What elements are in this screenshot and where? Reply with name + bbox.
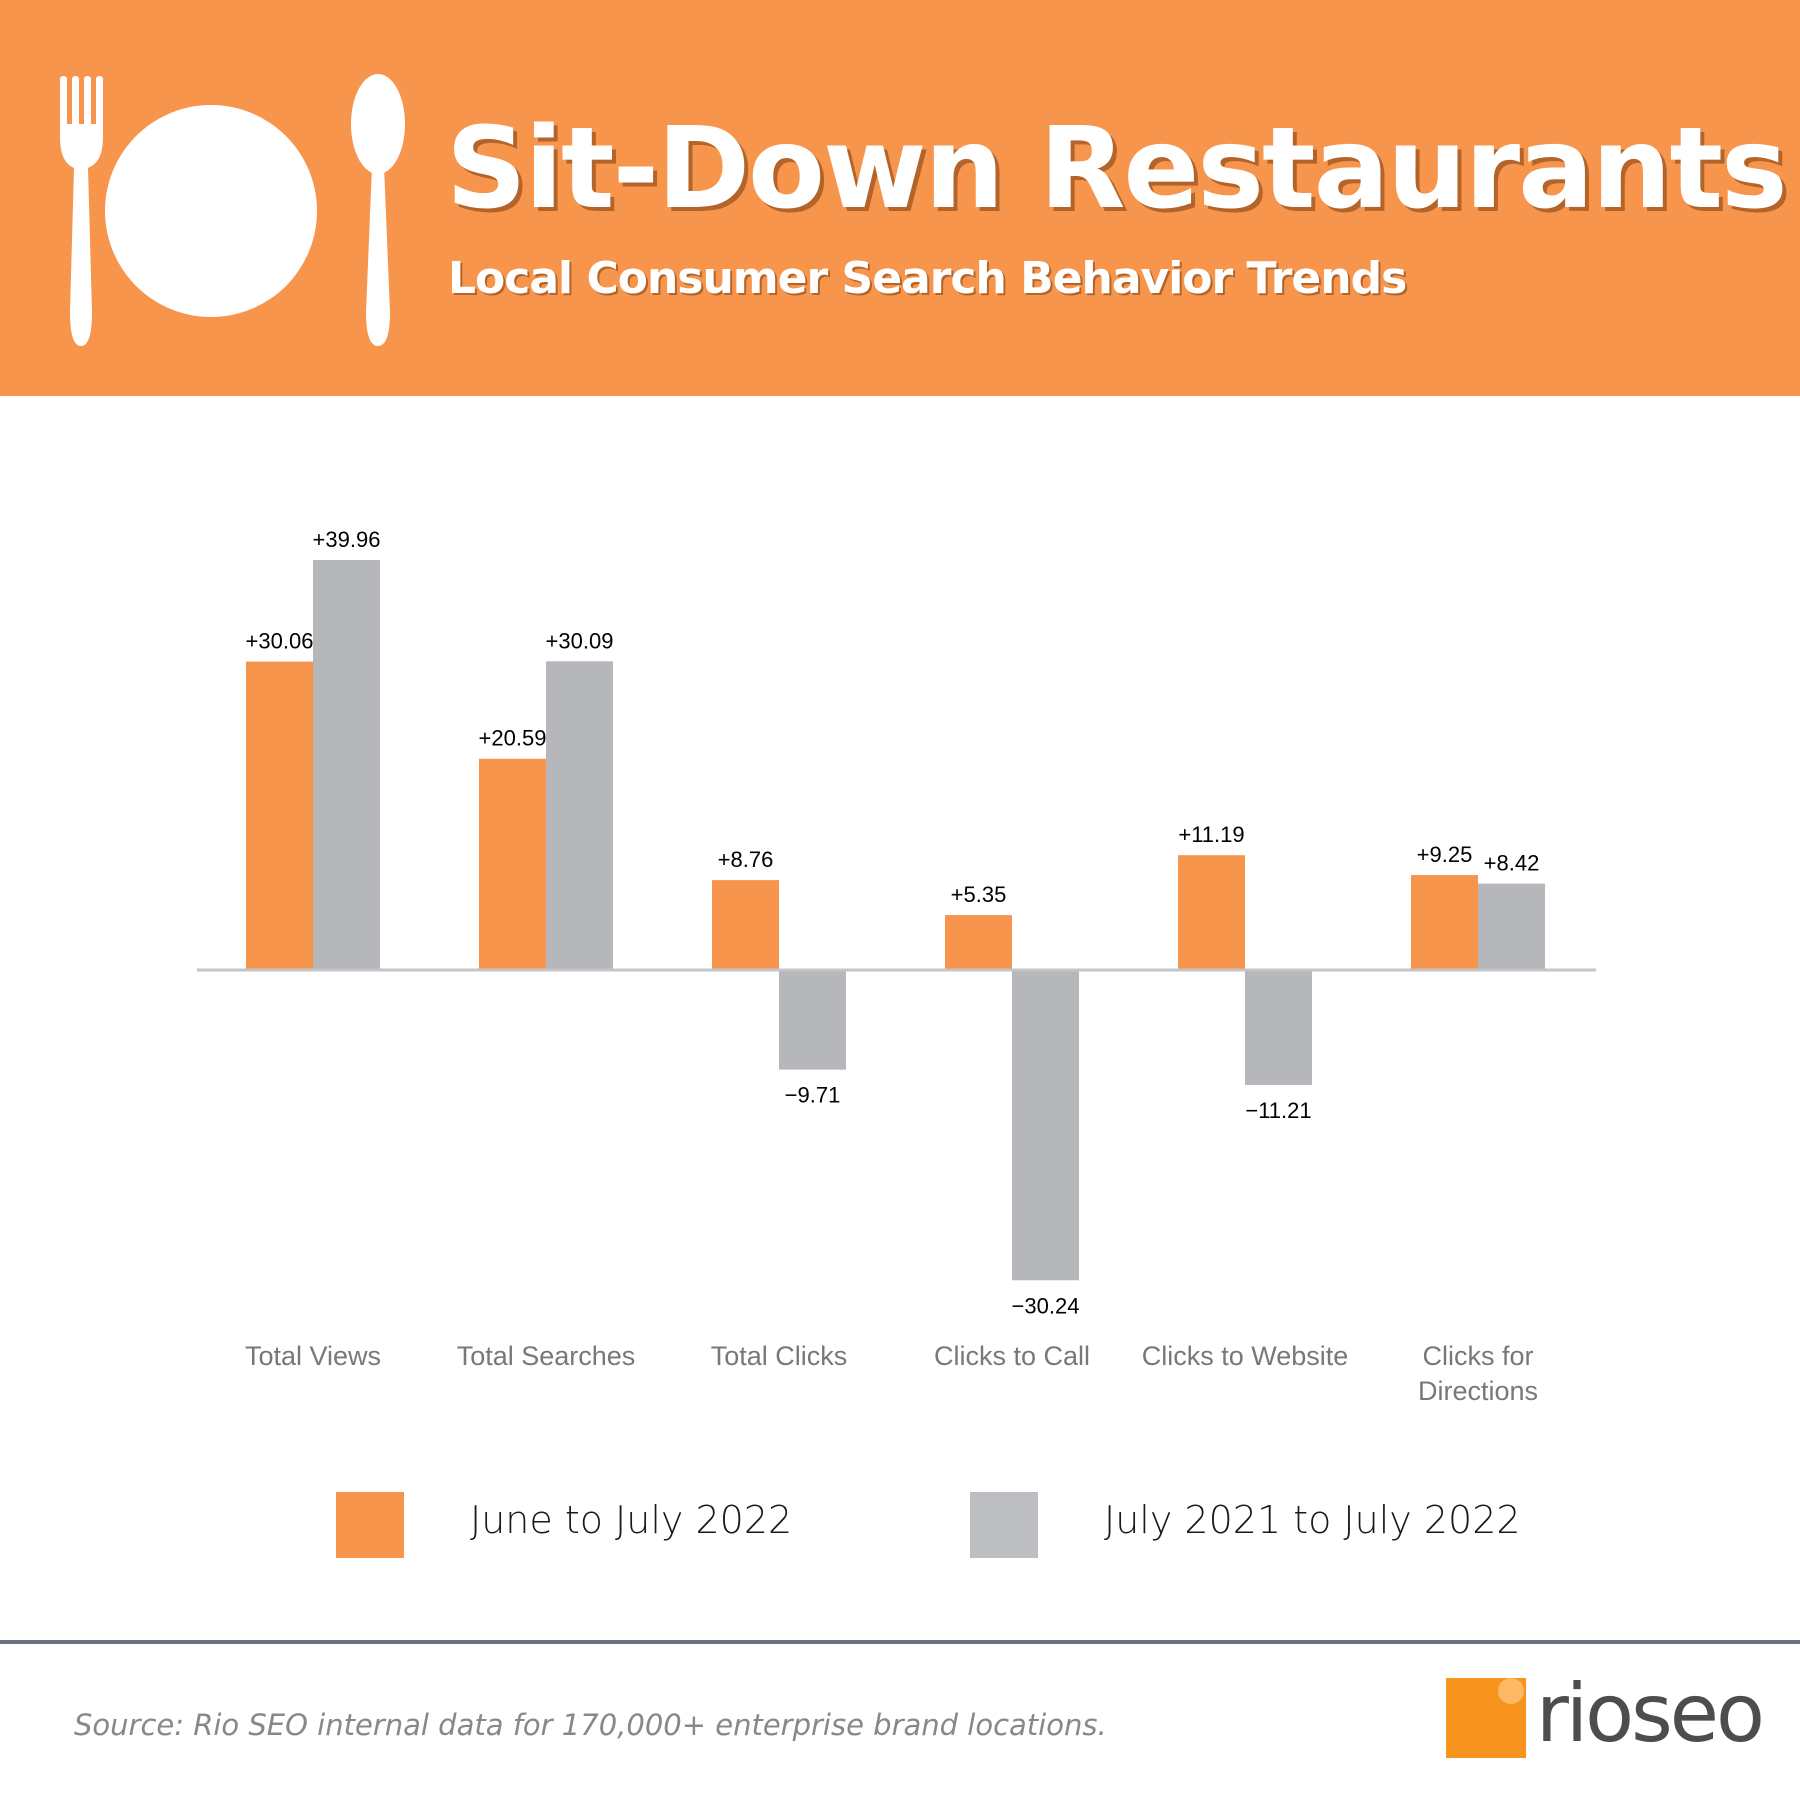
bars-layer <box>246 560 1545 1281</box>
value-label-total-views-series-2: +39.96 <box>313 527 381 552</box>
value-label-clicks-to-website-series-2: −11.21 <box>1245 1098 1311 1123</box>
source-note: Source: Rio SEO internal data for 170,00… <box>74 1708 1107 1742</box>
legend-swatch-orange <box>336 1492 404 1558</box>
bar-clicks-to-call-series-1 <box>945 915 1012 970</box>
legend: June to July 2022 July 2021 to July 2022 <box>0 1490 1800 1560</box>
bar-total-clicks-series-1 <box>712 880 779 970</box>
rioseo-logo: rioseo <box>1446 1670 1776 1780</box>
legend-label: June to July 2022 <box>470 1498 793 1542</box>
value-label-total-searches-series-1: +20.59 <box>479 726 547 751</box>
header-banner: Sit-Down Restaurants Local Consumer Sear… <box>0 0 1800 396</box>
page-title: Sit-Down Restaurants <box>446 104 1788 234</box>
value-label-total-clicks-series-2: −9.71 <box>785 1083 841 1108</box>
header-icons <box>60 74 405 346</box>
category-label-total-clicks: Total Clicks <box>711 1341 848 1371</box>
value-label-clicks-to-call-series-2: −30.24 <box>1012 1293 1080 1318</box>
labels-layer: +30.06 +39.96 Total Views +20.59 +30.09 Total… <box>245 527 1539 1406</box>
logo-dot-icon <box>1498 1678 1524 1704</box>
value-label-clicks-for-directions-series-1: +9.25 <box>1417 842 1473 867</box>
footer-divider <box>0 1640 1800 1644</box>
plate-icon <box>105 105 317 317</box>
value-label-clicks-to-website-series-1: +11.19 <box>1178 822 1244 847</box>
value-label-total-views-series-1: +30.06 <box>246 629 314 654</box>
category-label-clicks-for-directions: Clicks for Directions <box>1418 1341 1538 1406</box>
category-label-clicks-to-call: Clicks to Call <box>934 1341 1090 1371</box>
legend-label: July 2021 to July 2022 <box>1104 1498 1521 1542</box>
category-label-clicks-to-website: Clicks to Website <box>1142 1341 1349 1371</box>
value-label-clicks-to-call-series-1: +5.35 <box>951 882 1007 907</box>
bar-total-searches-series-1 <box>479 758 546 970</box>
value-label-total-searches-series-2: +30.09 <box>546 628 614 653</box>
bar-clicks-to-call-series-2 <box>1012 970 1079 1281</box>
page-subtitle: Local Consumer Search Behavior Trends <box>448 253 1407 304</box>
bar-clicks-to-website-series-2 <box>1245 970 1312 1086</box>
category-label-total-searches: Total Searches <box>457 1341 636 1371</box>
logo-text: rioseo <box>1536 1667 1765 1760</box>
fork-icon <box>60 76 103 346</box>
bar-total-clicks-series-2 <box>779 970 846 1070</box>
spoon-icon <box>351 74 405 346</box>
bar-total-views-series-1 <box>246 661 313 970</box>
legend-swatch-gray <box>970 1492 1038 1558</box>
category-label-total-views: Total Views <box>245 1341 381 1371</box>
bar-clicks-to-website-series-1 <box>1178 855 1245 970</box>
bar-chart: +30.06 +39.96 Total Views +20.59 +30.09 Total… <box>197 527 1596 1406</box>
value-label-total-clicks-series-1: +8.76 <box>718 847 774 872</box>
bar-clicks-for-directions-series-1 <box>1411 875 1478 970</box>
bar-total-views-series-2 <box>313 560 380 970</box>
bar-clicks-for-directions-series-2 <box>1478 883 1545 970</box>
value-label-clicks-for-directions-series-2: +8.42 <box>1484 851 1540 876</box>
bar-total-searches-series-2 <box>546 661 613 970</box>
